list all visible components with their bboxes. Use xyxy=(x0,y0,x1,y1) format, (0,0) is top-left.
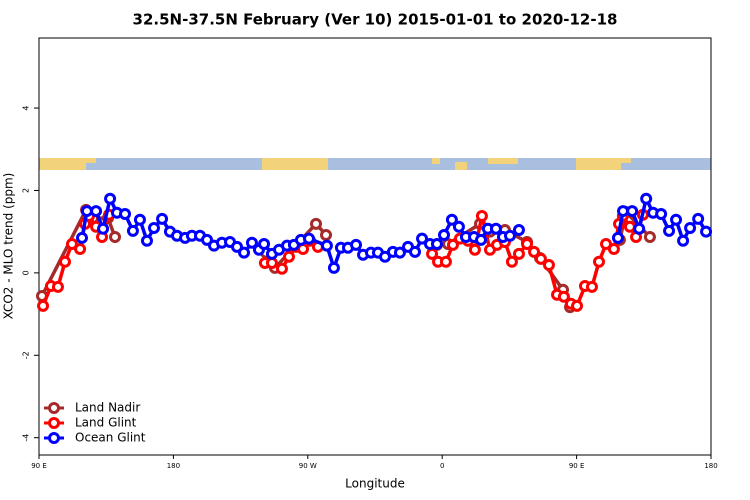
series xyxy=(76,192,713,274)
data-point xyxy=(445,213,458,226)
data-point xyxy=(320,239,333,252)
data-point xyxy=(409,245,422,258)
data-point xyxy=(379,250,392,263)
x-tick-label: 90 E xyxy=(31,462,47,470)
legend-label: Land Nadir xyxy=(75,401,140,415)
data-point xyxy=(503,229,516,242)
data-point xyxy=(700,225,713,238)
data-point xyxy=(156,212,169,225)
chart-title: 32.5N-37.5N February (Ver 10) 2015-01-01… xyxy=(133,11,618,29)
data-point xyxy=(626,205,639,218)
data-point xyxy=(76,231,89,244)
data-point xyxy=(475,210,488,223)
data-point xyxy=(446,238,459,251)
x-tick-label: 180 xyxy=(167,462,180,470)
data-point xyxy=(607,242,620,255)
data-point xyxy=(692,212,705,225)
data-point xyxy=(238,246,251,259)
data-point xyxy=(677,234,690,247)
legend-marker xyxy=(48,402,60,414)
data-point xyxy=(147,221,160,234)
x-tick-label: 180 xyxy=(704,462,717,470)
y-tick-label: 0 xyxy=(22,270,31,275)
data-point xyxy=(350,238,363,251)
data-point xyxy=(542,259,555,272)
data-point xyxy=(600,238,613,251)
data-point xyxy=(275,262,288,275)
data-point xyxy=(58,255,71,268)
legend-marker xyxy=(48,417,60,429)
data-point xyxy=(126,224,139,237)
data-point xyxy=(282,250,295,263)
data-point xyxy=(302,232,315,245)
data-point xyxy=(437,228,450,241)
data-point xyxy=(66,238,79,251)
y-tick-label: -2 xyxy=(22,351,31,359)
y-tick-label: -4 xyxy=(22,434,31,442)
data-point xyxy=(51,280,64,293)
data-point xyxy=(505,255,518,268)
data-point xyxy=(104,192,117,205)
data-point xyxy=(512,247,525,260)
data-point xyxy=(109,231,122,244)
data-point xyxy=(119,207,132,220)
y-tick-label: 4 xyxy=(22,106,31,111)
data-point xyxy=(611,231,624,244)
data-point xyxy=(430,238,443,251)
data-point xyxy=(655,207,668,220)
data-point xyxy=(297,242,310,255)
legend-label: Ocean Glint xyxy=(75,431,146,445)
data-point xyxy=(489,222,502,235)
data-point xyxy=(258,238,271,251)
data-point xyxy=(90,205,103,218)
data-point xyxy=(684,221,697,234)
map-strip xyxy=(39,158,711,170)
data-point xyxy=(439,255,452,268)
data-point xyxy=(557,290,570,303)
data-point xyxy=(468,243,481,256)
legend-marker xyxy=(48,432,60,444)
data-point xyxy=(475,233,488,246)
data-point xyxy=(74,242,87,255)
data-point xyxy=(623,220,636,233)
x-tick-label: 90 W xyxy=(299,462,317,470)
data-point xyxy=(320,228,333,241)
data-point xyxy=(37,299,50,312)
x-tick-label: 0 xyxy=(440,462,444,470)
data-point xyxy=(512,224,525,237)
data-point xyxy=(452,220,465,233)
data-point xyxy=(643,231,656,244)
data-point xyxy=(663,224,676,237)
x-axis-label: Longitude xyxy=(345,477,405,491)
y-axis-label: XCO2 - MLO trend (ppm) xyxy=(2,173,16,320)
data-point xyxy=(585,280,598,293)
data-point xyxy=(327,261,340,274)
data-point xyxy=(140,234,153,247)
data-point xyxy=(133,213,146,226)
data-point xyxy=(571,299,584,312)
plot-frame xyxy=(38,37,712,456)
x-tick-label: 90 E xyxy=(569,462,585,470)
data-point xyxy=(310,217,323,230)
data-point xyxy=(528,245,541,258)
legend-label: Land Glint xyxy=(75,416,137,430)
y-tick-label: 2 xyxy=(22,188,31,193)
data-point xyxy=(521,238,534,251)
data-point xyxy=(593,255,605,268)
data-point xyxy=(640,192,653,205)
data-point xyxy=(416,232,429,245)
data-point xyxy=(245,236,258,249)
data-point xyxy=(393,246,406,259)
data-point xyxy=(670,213,683,226)
data-point xyxy=(633,222,646,235)
data-point xyxy=(97,222,110,235)
data-point xyxy=(534,252,547,265)
